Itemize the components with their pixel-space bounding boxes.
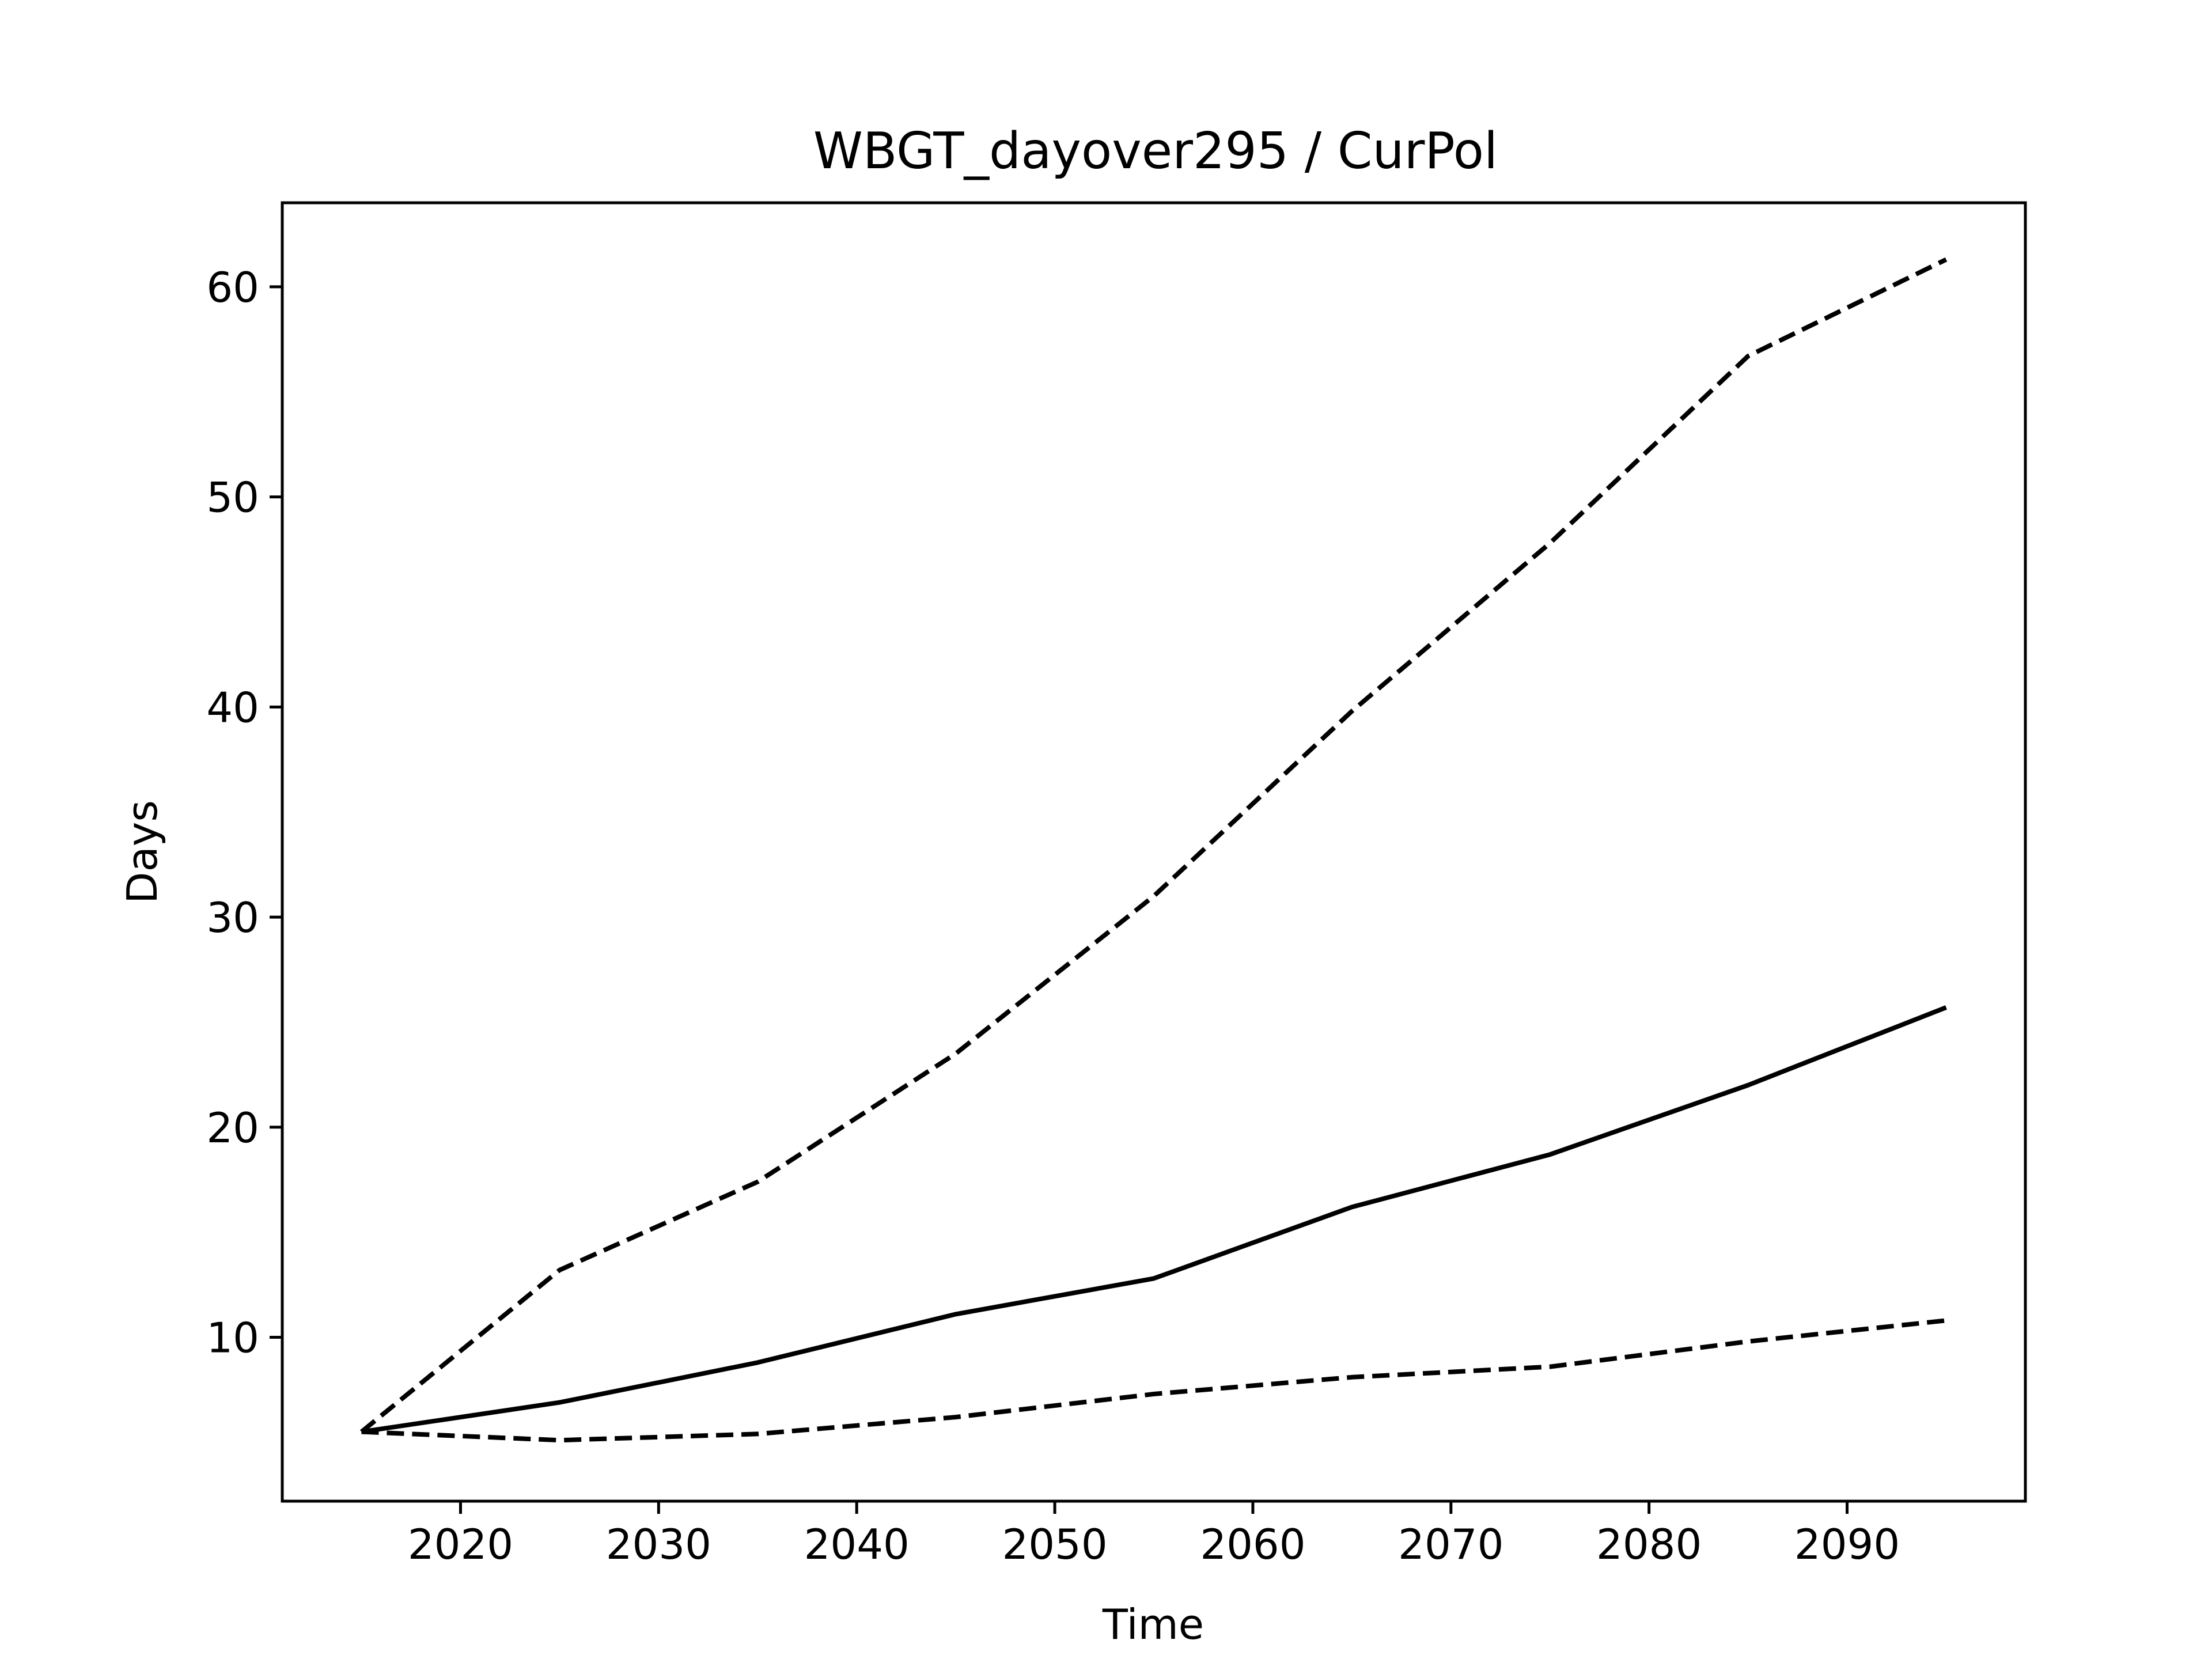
x-axis-label: Time [1102,1600,1204,1649]
x-tick-label: 2070 [1398,1520,1503,1569]
plot-frame [281,201,2027,1503]
series-line-1 [359,257,1948,1434]
plot-area [359,257,1948,1443]
x-tick-label: 2050 [1002,1520,1107,1569]
x-axis: 2020 2030 2040 2050 2060 2070 2080 2090 [408,1501,1900,1569]
chart-title: WBGT_dayover295 / CurPol [813,122,1498,180]
x-tick-label: 2030 [606,1520,711,1569]
y-tick-label: 30 [206,893,259,942]
x-tick-label: 2020 [408,1520,513,1569]
y-tick-label: 50 [206,474,259,522]
x-tick-label: 2080 [1596,1520,1702,1569]
y-tick-label: 10 [206,1314,259,1362]
y-tick-label: 60 [206,263,259,312]
x-tick-label: 2090 [1794,1520,1900,1569]
series-line-3 [361,1318,1946,1443]
y-tick-label: 40 [206,683,259,732]
y-axis: 10 20 30 40 50 60 [206,263,282,1362]
series-line-2 [361,1005,1947,1434]
y-tick-label: 20 [206,1104,259,1152]
y-axis-label: Days [118,800,166,904]
x-tick-label: 2040 [804,1520,910,1569]
x-tick-label: 2060 [1200,1520,1305,1569]
